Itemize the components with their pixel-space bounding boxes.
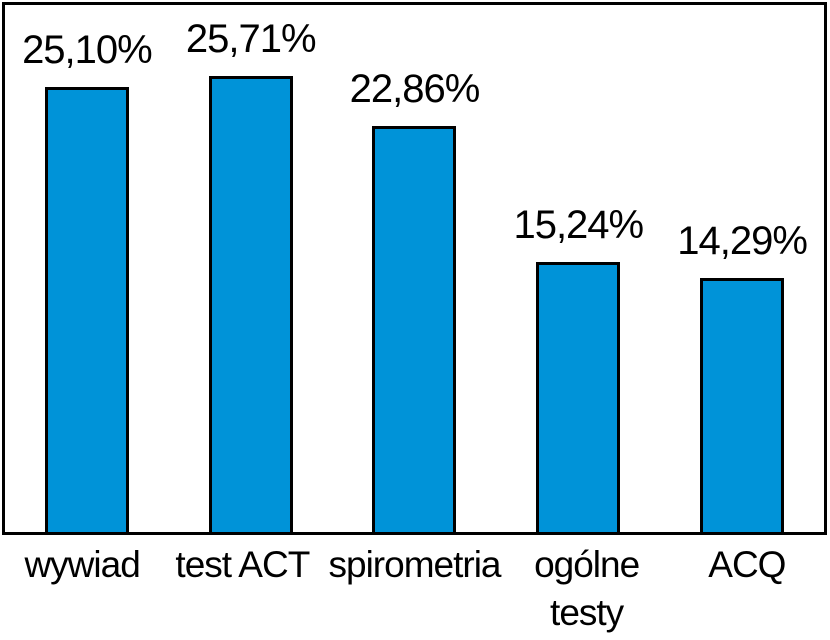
bar-value-label: 22,86% (349, 67, 481, 112)
x-axis-label: spirometria (328, 544, 502, 585)
bar (44, 86, 129, 532)
bar (208, 75, 293, 532)
x-axis-labels: wywiad test ACT spirometria ogólne testy ACQ (2, 541, 827, 637)
x-axis-label: ogólne testy (534, 544, 640, 633)
bar-slot: 22,86% (333, 5, 497, 532)
bar-value-label: 25,71% (185, 16, 317, 61)
x-axis-label: test ACT (175, 544, 310, 585)
bar-slot: 25,10% (5, 5, 169, 532)
bar-slot: 25,71% (169, 5, 333, 532)
bar-slot: 14,29% (660, 5, 824, 532)
bars-container: 25,10% 25,71% 22,86% 15,24% 14,29% (5, 5, 824, 532)
bar (700, 278, 785, 532)
bar-value-label: 14,29% (677, 219, 808, 264)
x-axis-label: wywiad (24, 544, 140, 585)
bar-slot: 15,24% (496, 5, 660, 532)
x-axis-label: ACQ (708, 544, 786, 585)
bar-value-label: 15,24% (513, 202, 644, 247)
bar-value-label: 25,10% (22, 27, 153, 72)
plot-area: 25,10% 25,71% 22,86% 15,24% 14,29% (2, 2, 827, 535)
bar (536, 261, 621, 532)
bar (372, 126, 457, 532)
